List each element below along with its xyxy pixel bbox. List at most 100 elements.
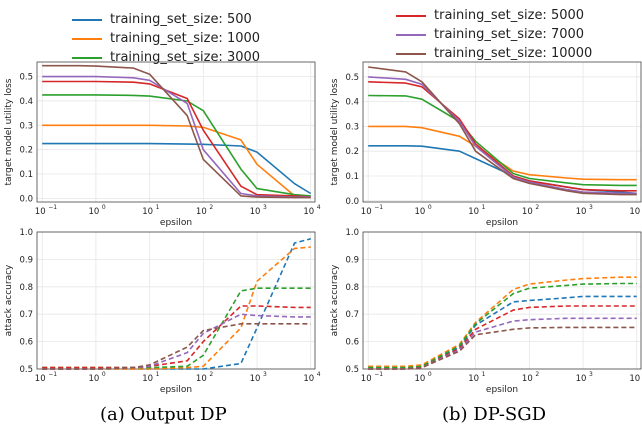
x-tick-exponent: 0: [102, 371, 106, 378]
legend-left-entry: training_set_size: 1000: [72, 29, 260, 48]
legend-swatch: [396, 14, 426, 17]
legend-left: training_set_size: 500 training_set_size:…: [72, 10, 260, 67]
series-line-4: [42, 75, 311, 198]
x-tick-exponent: −1: [48, 371, 57, 378]
series-line-5: [42, 64, 311, 199]
series-line-4: [368, 76, 637, 195]
y-axis-label: attack accuracy: [4, 264, 14, 336]
x-tick-label: 10: [361, 374, 372, 384]
y-tick-label: 0.0: [19, 194, 33, 204]
x-axis-label: epsilon: [486, 218, 518, 228]
x-tick-label: 10: [522, 374, 533, 384]
x-tick-label: 10: [196, 374, 207, 384]
series-line-2: [368, 282, 637, 369]
y-tick-label: 0.2: [345, 147, 359, 157]
y-axis-label: target model utility loss: [4, 78, 14, 185]
x-tick-label: 10: [88, 374, 99, 384]
x-tick-label: 10: [142, 374, 153, 384]
y-tick-label: 0.7: [345, 310, 359, 320]
y-axis-label: target model utility loss: [330, 78, 340, 185]
y-tick-label: 0.5: [345, 365, 359, 375]
x-tick-label: 10: [303, 374, 314, 384]
y-tick-label: 0.3: [345, 122, 359, 132]
panel-a-bottom: 10 −1 10 0 10 1 10 2 10 3 10 40.50.60.70.80.91.0eps…: [4, 228, 321, 395]
x-tick-exponent: 1: [482, 371, 486, 378]
x-tick-label: 10: [142, 207, 153, 217]
x-tick-label: 10: [361, 207, 372, 217]
x-tick-exponent: 0: [428, 371, 432, 378]
x-tick-exponent: −1: [374, 204, 383, 211]
x-tick-label: 10: [576, 374, 587, 384]
x-tick-label: 10: [250, 207, 261, 217]
legend-label: training_set_size: 500: [110, 12, 252, 27]
x-tick-exponent: 3: [589, 204, 593, 211]
y-tick-label: 0.1: [19, 170, 33, 180]
y-tick-label: 0.5: [19, 365, 33, 375]
x-axis-label: epsilon: [160, 218, 192, 228]
x-tick-label: 10: [303, 207, 314, 217]
x-tick-exponent: 1: [156, 204, 160, 211]
legend-label: training_set_size: 7000: [434, 27, 585, 42]
legend-right-entry: training_set_size: 5000: [396, 6, 592, 25]
series-line-3: [42, 80, 311, 198]
x-tick-label: 10: [88, 207, 99, 217]
y-tick-label: 0.4: [19, 97, 33, 107]
legend-right-entry: training_set_size: 10000: [396, 44, 592, 63]
series-line-0: [42, 142, 312, 195]
series-line-4: [368, 317, 637, 370]
x-tick-label: 10: [576, 207, 587, 217]
x-tick-label: 10: [468, 374, 479, 384]
series-line-3: [42, 305, 311, 369]
x-tick-exponent: 2: [209, 371, 213, 378]
series-line-3: [368, 81, 637, 192]
x-tick-exponent: 2: [535, 204, 539, 211]
series-line-3: [368, 305, 637, 370]
x-tick-exponent: 3: [589, 371, 593, 378]
legend-label: training_set_size: 1000: [110, 31, 261, 46]
series-line-2: [42, 94, 311, 197]
y-tick-label: 0.0: [345, 197, 359, 207]
legend-right-entry: training_set_size: 7000: [396, 25, 592, 44]
caption-a: (a) Output DP: [100, 404, 227, 425]
x-tick-exponent: 2: [535, 371, 539, 378]
x-tick-exponent: 3: [263, 371, 267, 378]
x-tick-exponent: 1: [156, 371, 160, 378]
x-tick-exponent: 1: [482, 204, 486, 211]
legend-swatch: [396, 33, 426, 36]
series-line-1: [368, 276, 637, 368]
y-tick-label: 0.5: [19, 73, 33, 83]
y-tick-label: 0.9: [19, 255, 33, 265]
x-tick-label: 10: [468, 207, 479, 217]
x-tick-label: 10: [629, 374, 640, 384]
panel-b-bottom: 10−11001011021031040.50.60.70.80.91.0eps…: [330, 228, 642, 395]
axes-frame: [362, 61, 642, 203]
x-tick-exponent: 0: [102, 204, 106, 211]
y-tick-label: 0.9: [345, 255, 359, 265]
y-tick-label: 1.0: [345, 228, 359, 238]
legend-swatch: [72, 37, 102, 40]
legend-label: training_set_size: 3000: [110, 50, 261, 65]
x-axis-label: epsilon: [160, 385, 192, 395]
y-tick-label: 1.0: [19, 228, 33, 238]
x-tick-exponent: 4: [317, 204, 321, 211]
series-line-0: [368, 295, 637, 369]
legend-right: training_set_size: 5000 training_set_size…: [396, 6, 592, 63]
series-line-1: [42, 246, 311, 370]
legend-swatch: [72, 18, 102, 21]
series-line-5: [42, 323, 311, 370]
x-tick-label: 10: [250, 374, 261, 384]
x-tick-exponent: 2: [209, 204, 213, 211]
y-tick-label: 0.5: [345, 73, 359, 83]
series-line-0: [368, 145, 637, 195]
y-tick-label: 0.8: [19, 283, 33, 293]
x-tick-exponent: −1: [374, 371, 383, 378]
legend-swatch: [72, 56, 102, 59]
series-line-2: [368, 94, 637, 187]
legend-left-entry: training_set_size: 3000: [72, 48, 260, 67]
series-line-5: [368, 66, 637, 196]
y-axis-label: attack accuracy: [330, 264, 340, 336]
series-line-0: [42, 238, 311, 370]
y-tick-label: 0.4: [345, 98, 359, 108]
panel-a-top: 10 −1 10 0 10 1 10 2 10 3 10 40.00.10.20.30.40.5eps…: [4, 61, 321, 228]
